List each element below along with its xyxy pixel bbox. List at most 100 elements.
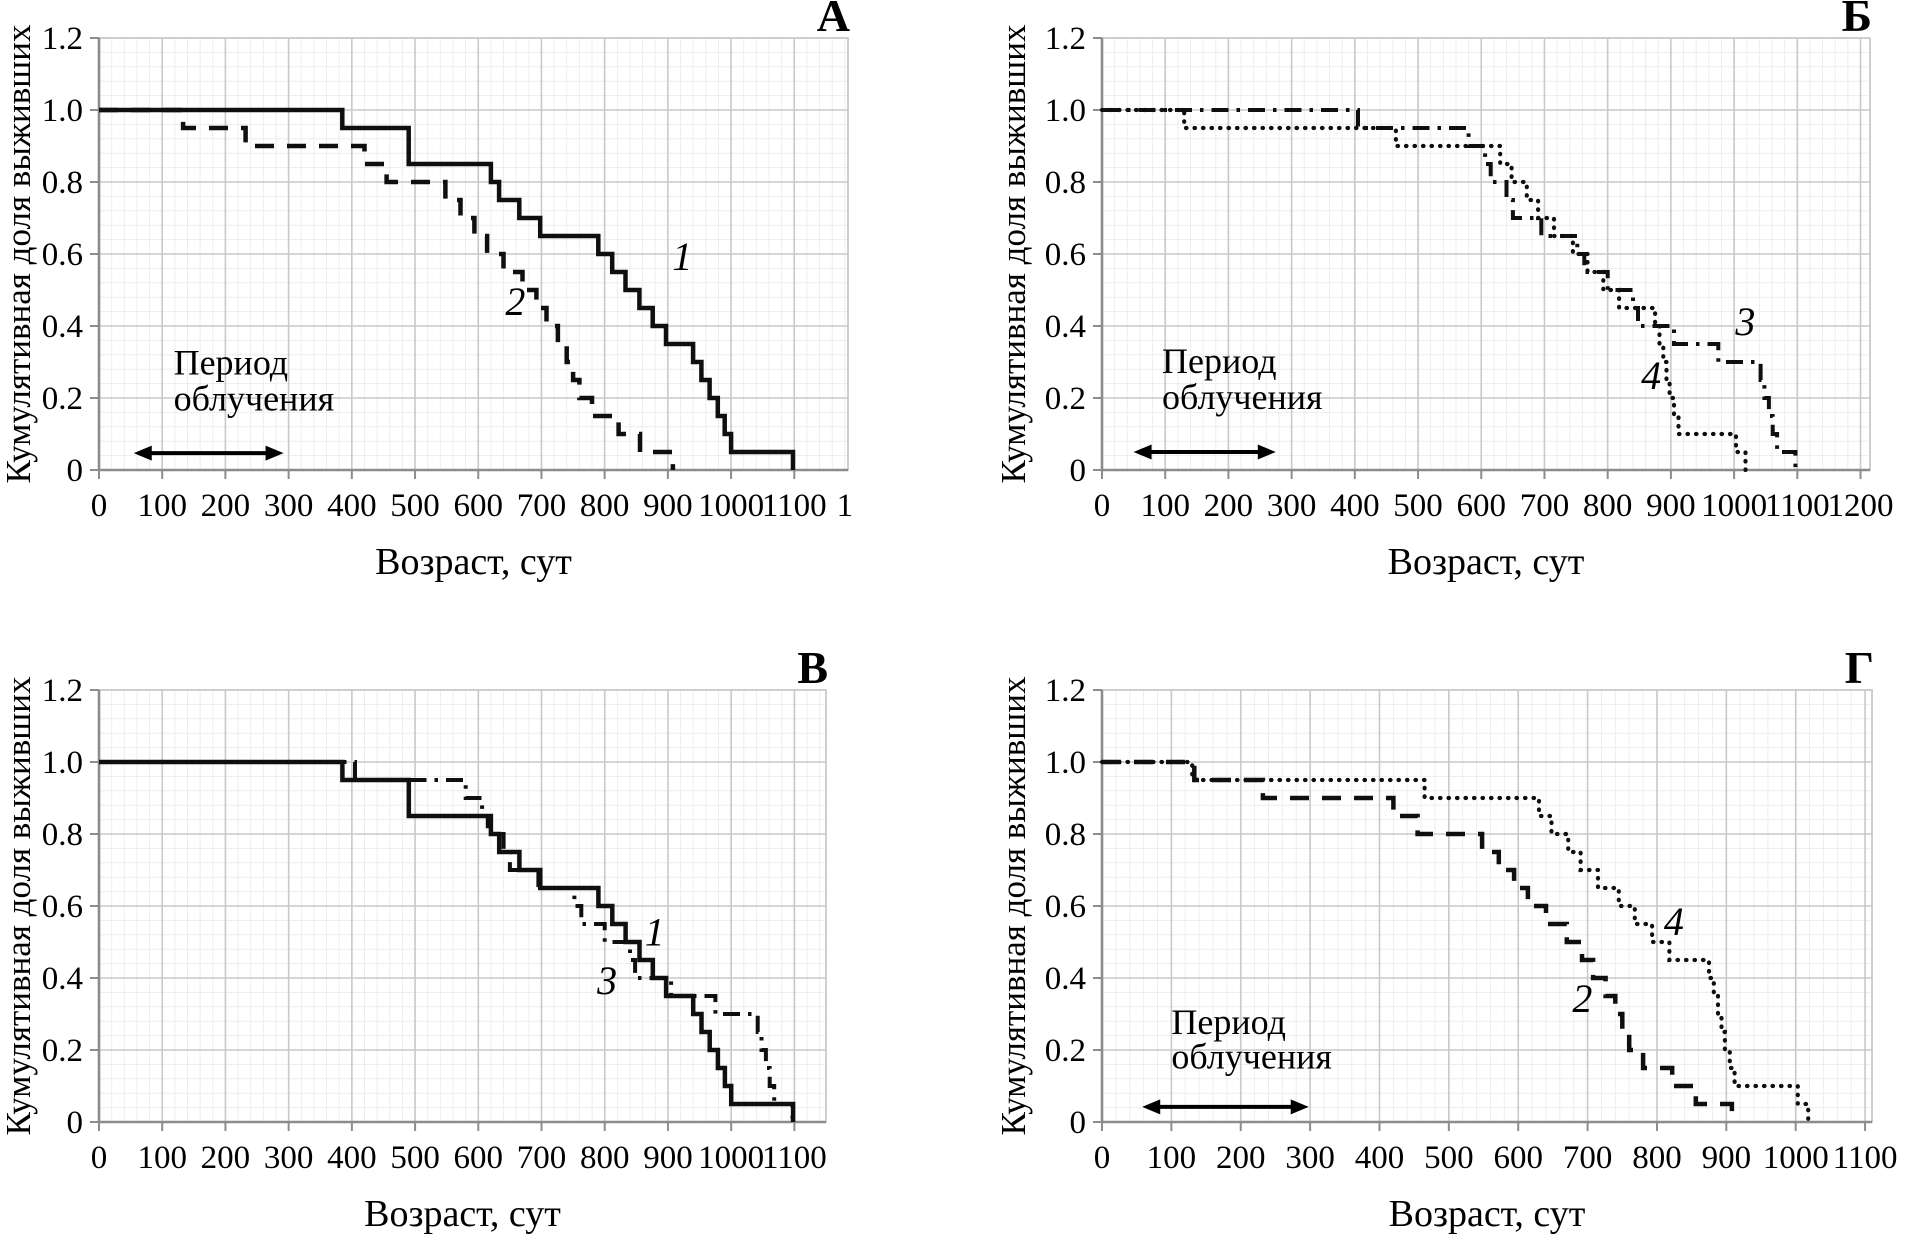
x-tick-label: 700 xyxy=(517,488,567,524)
axis-ticks xyxy=(1093,37,1862,479)
x-tick-label: 500 xyxy=(390,1140,440,1176)
y-tick-labels: 0 0.2 0.4 0.6 0.8 1.0 1.2 xyxy=(42,673,83,1141)
panel-v: 0 100 200 300 400 500 600 700 800 900 1000 1100 0 0.2… xyxy=(0,629,957,1257)
series-4-line xyxy=(1099,107,1748,473)
x-tick-label: 700 xyxy=(517,1140,567,1176)
x-tick-label: 200 xyxy=(1216,1140,1266,1176)
y-tick-label: 0.8 xyxy=(42,817,83,853)
x-tick-label: 800 xyxy=(580,488,630,524)
series-4-line xyxy=(1099,759,1811,1125)
x-axis-title: Возраст, сут xyxy=(1388,541,1585,583)
y-tick-label: 0.4 xyxy=(1045,309,1086,345)
series-3-label: 3 xyxy=(1734,299,1755,344)
y-tick-label: 0.6 xyxy=(1045,889,1086,925)
x-tick-label: 400 xyxy=(1355,1140,1405,1176)
y-tick-label: 0.6 xyxy=(42,889,83,925)
annotation-line-2: облучения xyxy=(1171,1037,1332,1077)
chart-panel-g: 0 100 200 300 400 500 600 700 800 900 1000 1100 0 0.2… xyxy=(994,642,1898,1235)
x-tick-label: 500 xyxy=(390,488,440,524)
y-tick-label: 0.2 xyxy=(1045,381,1086,417)
y-tick-label: 0 xyxy=(67,1105,84,1141)
x-tick-label: 300 xyxy=(264,488,314,524)
x-axis-title: Возраст, сут xyxy=(364,1193,561,1235)
x-tick-label: 200 xyxy=(1204,488,1254,524)
y-tick-label: 0.2 xyxy=(42,381,83,417)
x-tick-label: 900 xyxy=(643,1140,693,1176)
irradiation-arrow xyxy=(1142,1099,1309,1115)
y-tick-label: 0.4 xyxy=(42,961,83,997)
x-tick-label: 1000 xyxy=(698,488,764,524)
annotation-line-2: облучения xyxy=(174,379,335,419)
x-tick-label: 200 xyxy=(201,488,251,524)
y-tick-label: 1.0 xyxy=(1045,745,1086,781)
x-tick-label: 0 xyxy=(91,1140,108,1176)
axis-ticks xyxy=(90,37,796,479)
panel-b: 0 100 200 300 400 500 600 700 800 900 1000 1100 1200… xyxy=(957,0,1914,628)
y-axis-title: Кумулятивная доля выживших xyxy=(994,676,1033,1135)
y-tick-label: 0.2 xyxy=(42,1033,83,1069)
panel-a: 0 100 200 300 400 500 600 700 800 900 1000 1100 1 0 0.… xyxy=(0,0,957,628)
series-3-line xyxy=(1102,108,1798,470)
y-axis-title: Кумулятивная доля выживших xyxy=(0,24,38,483)
y-tick-label: 1.0 xyxy=(1045,93,1086,129)
y-tick-label: 0.8 xyxy=(1045,817,1086,853)
irradiation-arrow xyxy=(133,445,284,461)
x-tick-label: 400 xyxy=(327,1140,377,1176)
series-4-label: 4 xyxy=(1664,899,1684,944)
x-tick-label: 600 xyxy=(453,488,503,524)
x-tick-label: 800 xyxy=(1583,488,1633,524)
x-tick-label: 500 xyxy=(1393,488,1443,524)
x-tick-label: 600 xyxy=(454,1140,504,1176)
y-tick-label: 1.2 xyxy=(42,673,83,709)
x-tick-label: 900 xyxy=(1646,488,1696,524)
annotation-line-1: Период xyxy=(1171,1002,1286,1042)
x-tick-label: 900 xyxy=(643,488,693,524)
y-tick-label: 1.0 xyxy=(42,93,83,129)
irradiation-arrow xyxy=(1133,444,1276,460)
x-axis-title: Возраст, сут xyxy=(375,541,572,583)
series-1-label: 1 xyxy=(672,234,692,279)
x-tick-label: 0 xyxy=(1094,1140,1111,1176)
annotation-line-1: Период xyxy=(174,343,289,383)
panel-g: 0 100 200 300 400 500 600 700 800 900 1000 1100 0 0.2… xyxy=(957,629,1914,1257)
x-tick-label: 100 xyxy=(137,488,187,524)
x-tick-label: 0 xyxy=(1094,488,1111,524)
x-tick-label: 300 xyxy=(1267,488,1317,524)
panel-letter: Г xyxy=(1845,642,1874,693)
y-tick-label: 0.4 xyxy=(42,309,83,345)
axis-ticks xyxy=(90,689,796,1131)
chart-panel-b: 0 100 200 300 400 500 600 700 800 900 100011001200… xyxy=(994,0,1894,583)
y-tick-label: 0.6 xyxy=(42,237,83,273)
y-axis-title: Кумулятивная доля выживших xyxy=(0,676,38,1135)
x-tick-label: 600 xyxy=(1493,1140,1543,1176)
x-tick-label: 1100 xyxy=(1833,1140,1898,1176)
y-tick-label: 0 xyxy=(1070,453,1087,489)
x-tick-label: 1100 xyxy=(1765,488,1830,524)
series-2-label: 2 xyxy=(1572,976,1592,1021)
y-axis-title: Кумулятивная доля выживших xyxy=(994,24,1033,483)
series-1-line xyxy=(99,759,796,1122)
x-tick-label: 700 xyxy=(1520,488,1570,524)
x-tick-label: 300 xyxy=(1285,1140,1335,1176)
series-4-label: 4 xyxy=(1641,353,1661,398)
y-tick-label: 0 xyxy=(67,453,84,489)
series-3-label: 3 xyxy=(596,958,617,1003)
x-tick-label: 800 xyxy=(580,1140,630,1176)
x-tick-label: 500 xyxy=(1424,1140,1474,1176)
y-tick-labels: 0 0.2 0.4 0.6 0.8 1.0 1.2 xyxy=(1045,673,1086,1141)
y-tick-label: 0.4 xyxy=(1045,961,1086,997)
panel-letter: А xyxy=(817,0,850,41)
y-tick-label: 0 xyxy=(1070,1105,1087,1141)
x-tick-label: 1000 xyxy=(1763,1140,1829,1176)
y-tick-label: 1.2 xyxy=(42,21,83,57)
